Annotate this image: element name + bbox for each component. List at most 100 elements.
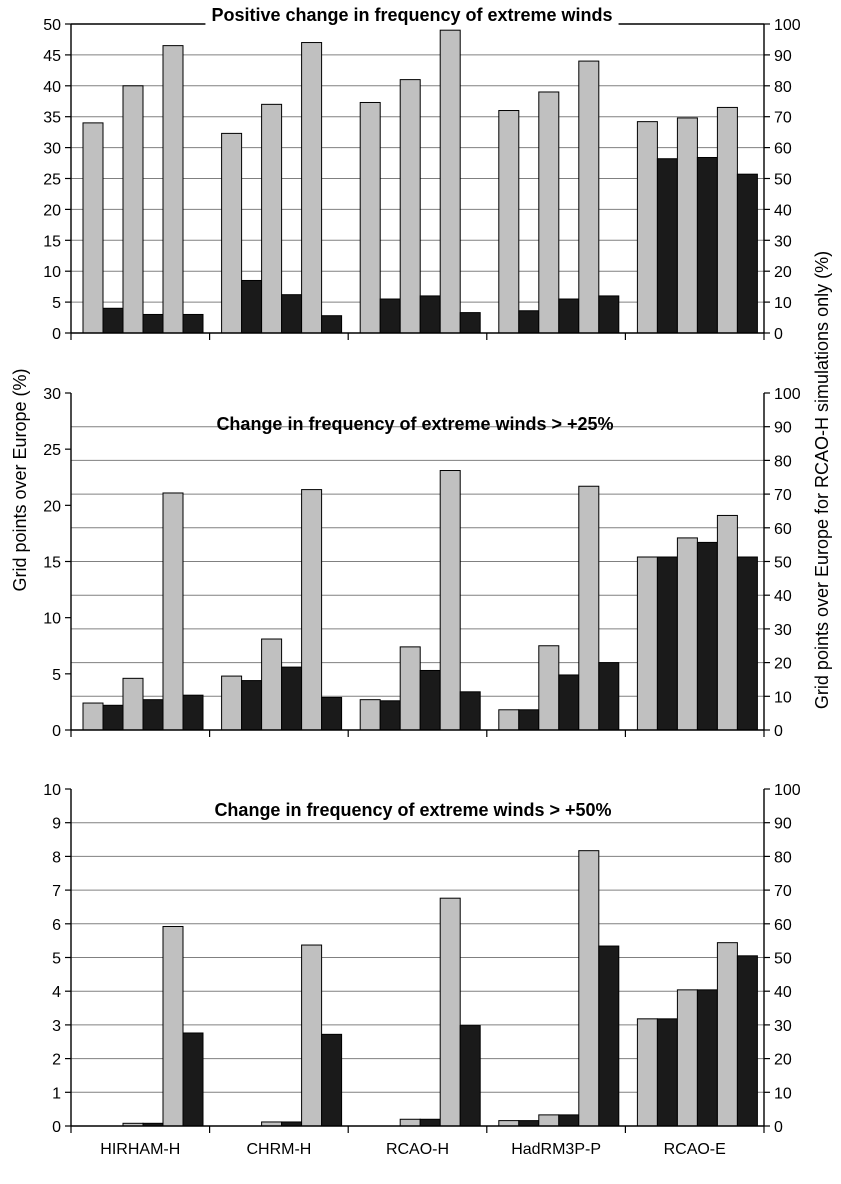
- category-label: HadRM3P-P: [511, 1141, 601, 1158]
- y-tick-label-left: 50: [43, 17, 61, 34]
- y-tick-label-left: 20: [43, 498, 61, 515]
- bar-black: [696, 156, 718, 334]
- y-tick-label-left: 10: [43, 264, 61, 281]
- y-tick-label-right: 0: [774, 723, 783, 740]
- bar-grey: [578, 60, 600, 334]
- bar-grey: [716, 514, 738, 731]
- bar-grey: [261, 103, 283, 334]
- y-tick-label-left: 7: [52, 883, 61, 900]
- y-tick-label-right: 70: [774, 487, 792, 504]
- chart-title: Change in frequency of extreme winds > +…: [214, 800, 611, 820]
- y-tick-label-left: 4: [52, 984, 61, 1001]
- y-tick-label-right: 30: [774, 622, 792, 639]
- bar-black: [102, 307, 124, 334]
- bar-black: [321, 696, 343, 731]
- y-tick-label-left: 9: [52, 816, 61, 833]
- y-tick-label-left: 30: [43, 141, 61, 158]
- bar-grey: [716, 942, 738, 1127]
- bar-grey: [439, 470, 461, 731]
- bar-grey: [359, 101, 381, 334]
- bar-grey: [162, 492, 184, 731]
- category-label: CHRM-H: [246, 1141, 311, 1158]
- y-tick-label-right: 40: [774, 984, 792, 1001]
- y-tick-label-right: 90: [774, 816, 792, 833]
- bar-grey: [162, 925, 184, 1127]
- bar-black: [518, 1120, 540, 1127]
- y-tick-label-left: 0: [52, 326, 61, 343]
- bar-black: [241, 279, 263, 334]
- bar-black: [379, 700, 401, 731]
- bar-black: [379, 298, 401, 334]
- y-tick-label-right: 20: [774, 656, 792, 673]
- bar-grey: [636, 121, 658, 334]
- bar-black: [696, 541, 718, 731]
- bar-black: [558, 674, 580, 731]
- y-tick-label-left: 20: [43, 202, 61, 219]
- bar-grey: [301, 489, 323, 731]
- bar-black: [281, 294, 303, 334]
- y-tick-label-left: 25: [43, 172, 61, 189]
- y-tick-label-left: 2: [52, 1052, 61, 1069]
- bar-grey: [538, 645, 560, 731]
- bar-grey: [578, 485, 600, 731]
- y-tick-label-left: 30: [43, 386, 61, 403]
- y-tick-label-left: 25: [43, 442, 61, 459]
- bar-black: [558, 298, 580, 334]
- bar-grey: [498, 1120, 520, 1127]
- bar-grey: [538, 1114, 560, 1127]
- chart-panel-2: 0 10 20 30 40 50 60 70 80 90 100 0 5 10 15 20 25 30 Change…: [43, 386, 801, 740]
- y-tick-label-left: 45: [43, 48, 61, 65]
- chart-title: Change in frequency of extreme winds > +…: [216, 414, 613, 434]
- y-tick-label-right: 0: [774, 1119, 783, 1136]
- y-axis-label-left: Grid points over Europe (%): [10, 368, 30, 591]
- bar-black: [598, 662, 620, 731]
- bar-black: [182, 313, 204, 334]
- y-tick-label-right: 60: [774, 917, 792, 934]
- bar-grey: [439, 897, 461, 1127]
- bar-black: [518, 310, 540, 334]
- bar-grey: [676, 537, 698, 731]
- bar-black: [241, 680, 263, 731]
- y-axis-label-right: Grid points over Europe for RCAO-H simul…: [812, 251, 832, 709]
- bar-grey: [636, 556, 658, 731]
- y-tick-label-left: 5: [52, 951, 61, 968]
- bar-black: [518, 709, 540, 731]
- bar-black: [142, 699, 164, 731]
- bar-black: [598, 295, 620, 334]
- y-tick-label-right: 30: [774, 1018, 792, 1035]
- y-tick-label-right: 60: [774, 521, 792, 538]
- bar-black: [281, 666, 303, 731]
- chart-panel-3: 0 10 20 30 40 50 60 70 80 90 100 0 1 2 3 4 5 6 7 8 9 10 HIRHAM…: [43, 782, 801, 1158]
- y-tick-label-left: 15: [43, 233, 61, 250]
- y-tick-label-right: 70: [774, 883, 792, 900]
- bar-grey: [82, 122, 104, 334]
- bar-grey: [122, 677, 144, 731]
- y-tick-label-right: 50: [774, 951, 792, 968]
- bar-black: [736, 955, 758, 1127]
- y-tick-label-left: 0: [52, 1119, 61, 1136]
- bar-grey: [578, 850, 600, 1127]
- bar-black: [736, 556, 758, 731]
- bar-grey: [439, 29, 461, 334]
- y-tick-label-left: 5: [52, 667, 61, 684]
- bar-grey: [301, 42, 323, 334]
- y-tick-label-left: 10: [43, 611, 61, 628]
- y-tick-label-right: 10: [774, 1085, 792, 1102]
- bar-black: [696, 989, 718, 1127]
- bar-black: [182, 694, 204, 731]
- y-tick-label-right: 50: [774, 555, 792, 572]
- y-tick-label-right: 100: [774, 782, 801, 799]
- y-tick-label-right: 80: [774, 79, 792, 96]
- bar-grey: [498, 110, 520, 334]
- bar-grey: [122, 85, 144, 334]
- bar-black: [321, 315, 343, 334]
- bar-grey: [399, 646, 421, 731]
- bar-black: [459, 691, 481, 731]
- bar-black: [419, 1118, 441, 1127]
- y-tick-label-left: 40: [43, 79, 61, 96]
- bar-grey: [716, 106, 738, 334]
- y-tick-label-right: 60: [774, 141, 792, 158]
- bar-grey: [301, 944, 323, 1127]
- y-tick-label-left: 3: [52, 1018, 61, 1035]
- y-tick-label-left: 8: [52, 849, 61, 866]
